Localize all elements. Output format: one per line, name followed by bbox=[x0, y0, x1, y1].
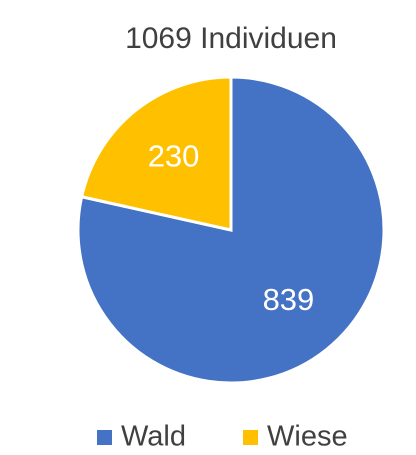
data-label: 230 bbox=[148, 139, 200, 174]
legend-label: Wiese bbox=[267, 421, 348, 453]
data-label: 839 bbox=[263, 282, 315, 317]
legend-swatch bbox=[243, 430, 258, 445]
pie-slice bbox=[79, 75, 233, 232]
legend-swatch bbox=[97, 430, 112, 445]
chart-title: 1069 Individuen bbox=[125, 22, 337, 55]
legend-label: Wald bbox=[121, 421, 186, 453]
